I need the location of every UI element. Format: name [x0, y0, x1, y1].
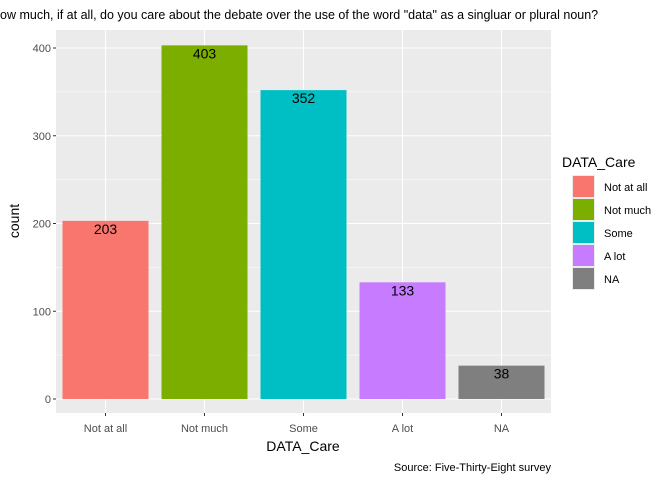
- bar-value-label: 352: [292, 90, 316, 106]
- bar-value-label: 133: [391, 282, 415, 298]
- bar: [161, 45, 248, 400]
- y-tick-label: 300: [33, 131, 51, 143]
- chart-caption: Source: Five-Thirty-Eight survey: [394, 462, 552, 474]
- x-tick-label: Not at all: [84, 423, 127, 435]
- chart-title: ow much, if at all, do you care about th…: [0, 8, 598, 22]
- legend-label: Not at all: [604, 182, 647, 194]
- x-tick-label: Not much: [181, 423, 228, 435]
- legend-title: DATA_Care: [562, 154, 636, 170]
- legend-label: A lot: [604, 251, 625, 263]
- legend-swatch: [573, 245, 594, 266]
- bar: [458, 365, 545, 399]
- legend-label: Some: [604, 228, 633, 240]
- y-tick-label: 100: [33, 306, 51, 318]
- legend: DATA_Care Not at all Not much Some A lot NA: [562, 154, 651, 290]
- y-axis: 0 100 200 300 400: [33, 43, 56, 406]
- bars: [62, 45, 545, 400]
- bar: [359, 282, 446, 399]
- bar: [260, 90, 347, 400]
- legend-items: Not at all Not much Some A lot NA: [572, 175, 651, 290]
- x-tick-label: Some: [289, 423, 318, 435]
- legend-label: Not much: [604, 205, 651, 217]
- x-tick-label: A lot: [392, 423, 413, 435]
- bar-value-label: 403: [193, 45, 217, 61]
- bar-value-label: 203: [94, 221, 118, 237]
- legend-swatch: [573, 268, 594, 289]
- bar: [62, 220, 149, 399]
- legend-swatch: [573, 199, 594, 220]
- legend-swatch: [573, 222, 594, 243]
- bar-labels: 203 403 352 133 38: [94, 45, 510, 381]
- x-axis-title: DATA_Care: [266, 438, 340, 454]
- y-axis-title: count: [6, 204, 22, 238]
- bar-value-label: 38: [494, 366, 510, 382]
- legend-label: NA: [604, 274, 620, 286]
- x-axis: Not at all Not much Some A lot NA: [84, 413, 510, 435]
- x-tick-label: NA: [494, 423, 510, 435]
- y-tick-label: 0: [45, 394, 51, 406]
- y-tick-label: 400: [33, 43, 51, 55]
- y-tick-label: 200: [33, 219, 51, 231]
- legend-swatch: [573, 176, 594, 197]
